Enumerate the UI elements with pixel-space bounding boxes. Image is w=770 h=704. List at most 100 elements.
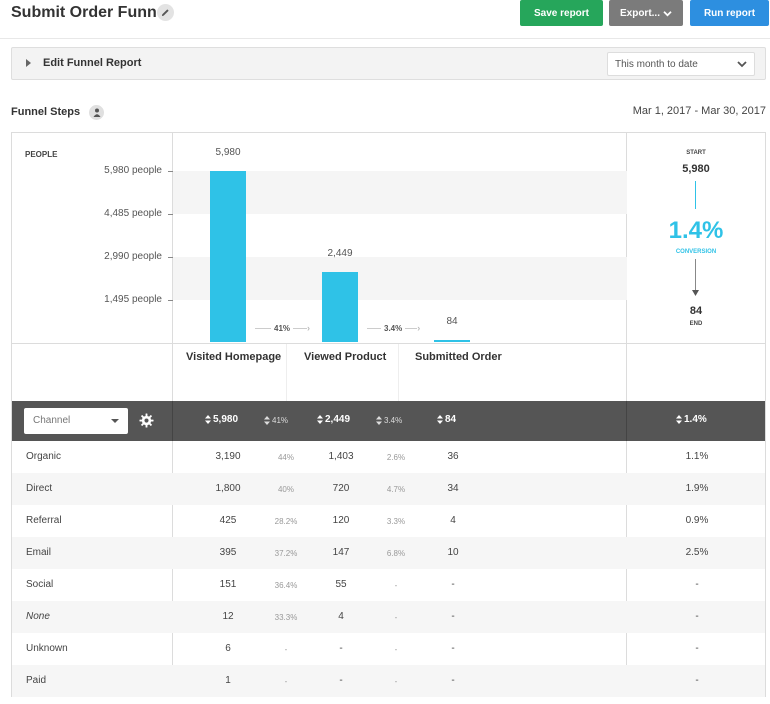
save-report-button[interactable]: Save report	[520, 0, 603, 26]
conversion-label: CONVERSION	[675, 249, 717, 255]
gear-icon[interactable]	[139, 413, 154, 428]
overall-conversion: 2.5%	[685, 547, 709, 558]
y-tick-label: 2,990 people	[104, 251, 162, 262]
start-value: 5,980	[682, 163, 710, 175]
summary-line	[695, 181, 696, 209]
funnel-chart: PEOPLE 5,980 people 4,485 people 2,990 p…	[11, 132, 766, 697]
edit-funnel-bar[interactable]: Edit Funnel Report This month to date	[11, 47, 766, 80]
channel-name: Direct	[26, 483, 53, 494]
step-conversion-label: 3.4%	[384, 323, 403, 333]
sort-rate-header[interactable]: 1.4%	[676, 414, 707, 425]
header-conv1: 41%	[272, 416, 289, 425]
y-tick-mark	[168, 300, 173, 301]
funnel-bar-viewed-product[interactable]	[322, 272, 358, 342]
sort-icon	[376, 416, 382, 425]
step1-conversion: 28.2%	[274, 517, 298, 526]
step2-count: -	[339, 675, 343, 686]
edit-funnel-label: Edit Funnel Report	[43, 57, 142, 69]
pencil-icon[interactable]	[157, 4, 174, 21]
funnel-steps-title: Funnel Steps	[11, 106, 81, 118]
sort-step1-header[interactable]: 5,980	[205, 414, 238, 425]
step1-conversion: 40%	[277, 485, 294, 494]
step1-conversion: 36.4%	[274, 581, 298, 590]
y-tick-mark	[168, 171, 173, 172]
overall-conversion: 1.1%	[685, 451, 709, 462]
table-row[interactable]: Social 151 36.4% 55 - - -	[12, 569, 765, 601]
step2-count: 1,403	[328, 451, 354, 462]
export-button[interactable]: Export...	[609, 0, 683, 26]
export-label: Export...	[619, 7, 660, 19]
header-divider	[0, 38, 770, 39]
overall-conversion: -	[695, 611, 699, 622]
step2-count: 55	[335, 579, 347, 590]
step-name-submitted-order: Submitted Order	[415, 351, 502, 363]
channel-name: Social	[26, 579, 54, 590]
page-header: Submit Order Funnel Save report Export..…	[0, 0, 770, 38]
people-axis-label: PEOPLE	[25, 150, 58, 159]
chart-band	[173, 171, 627, 214]
funnel-bar-submitted-order[interactable]	[434, 340, 470, 342]
channel-name: Paid	[26, 675, 47, 686]
table-row[interactable]: Email 395 37.2% 147 6.8% 10 2.5%	[12, 537, 765, 569]
divider	[626, 401, 627, 441]
table-row[interactable]: Paid 1 - - - - -	[12, 665, 765, 697]
step2-conversion: 2.6%	[386, 453, 406, 462]
step2-conversion: 3.3%	[386, 517, 406, 526]
run-report-button[interactable]: Run report	[690, 0, 769, 26]
sort-icon	[264, 416, 270, 425]
funnel-bar-visited-homepage[interactable]	[210, 171, 246, 342]
sort-icon	[317, 415, 323, 424]
step1-count: 12	[222, 611, 234, 622]
table-row[interactable]: Unknown 6 - - - - -	[12, 633, 765, 665]
table-row[interactable]: Organic 3,190 44% 1,403 2.6% 36 1.1%	[12, 441, 765, 473]
date-range-select[interactable]: This month to date	[607, 52, 755, 76]
step-conversion-arrow: 3.4% ›	[367, 323, 420, 333]
sort-icon	[205, 415, 211, 424]
sort-conv1-header[interactable]: 41%	[264, 416, 288, 425]
step3-count: -	[451, 579, 455, 590]
step2-conversion: -	[394, 581, 398, 590]
chevron-down-icon	[663, 10, 672, 16]
step-name-viewed-product: Viewed Product	[304, 351, 387, 363]
header-step2-total: 2,449	[325, 414, 351, 425]
divider	[286, 344, 287, 401]
table-row[interactable]: None 12 33.3% 4 - - -	[12, 601, 765, 633]
caret-down-icon	[111, 419, 119, 423]
step1-count: 395	[219, 547, 237, 558]
caret-right-icon	[26, 59, 31, 67]
step2-count: -	[339, 643, 343, 654]
y-tick-mark	[168, 214, 173, 215]
table-row[interactable]: Direct 1,800 40% 720 4.7% 34 1.9%	[12, 473, 765, 505]
step1-conversion: 37.2%	[274, 549, 298, 558]
overall-conversion: 1.9%	[685, 483, 709, 494]
sort-conv2-header[interactable]: 3.4%	[376, 416, 402, 425]
divider	[172, 401, 173, 441]
channel-name: Email	[26, 547, 52, 558]
sort-step2-header[interactable]: 2,449	[317, 414, 350, 425]
y-tick-label: 4,485 people	[104, 208, 162, 219]
step3-count: 36	[447, 451, 459, 462]
sort-step3-header[interactable]: 84	[437, 414, 456, 425]
channel-name: None	[26, 611, 50, 622]
step2-conversion: 6.8%	[386, 549, 406, 558]
bar-value-label: 5,980	[215, 147, 241, 158]
channel-name: Organic	[26, 451, 62, 462]
y-tick-label: 1,495 people	[104, 294, 162, 305]
person-icon[interactable]	[89, 105, 104, 120]
header-conv2: 3.4%	[384, 416, 403, 425]
step3-count: -	[451, 643, 455, 654]
overall-conversion: -	[695, 579, 699, 590]
table-row[interactable]: Referral 425 28.2% 120 3.3% 4 0.9%	[12, 505, 765, 537]
step1-count: 151	[219, 579, 237, 590]
sort-icon	[676, 415, 682, 424]
step-conversion-arrow: 41% ›	[255, 323, 310, 333]
step2-count: 147	[332, 547, 350, 558]
step3-count: 4	[450, 515, 456, 526]
channel-select[interactable]: Channel	[24, 408, 128, 434]
step1-conversion: 44%	[277, 453, 294, 462]
chevron-down-icon	[737, 61, 747, 68]
arrow-down-icon	[692, 290, 699, 296]
step1-count: 6	[225, 643, 231, 654]
page-title: Submit Order Funnel	[11, 4, 171, 21]
sort-icon	[437, 415, 443, 424]
